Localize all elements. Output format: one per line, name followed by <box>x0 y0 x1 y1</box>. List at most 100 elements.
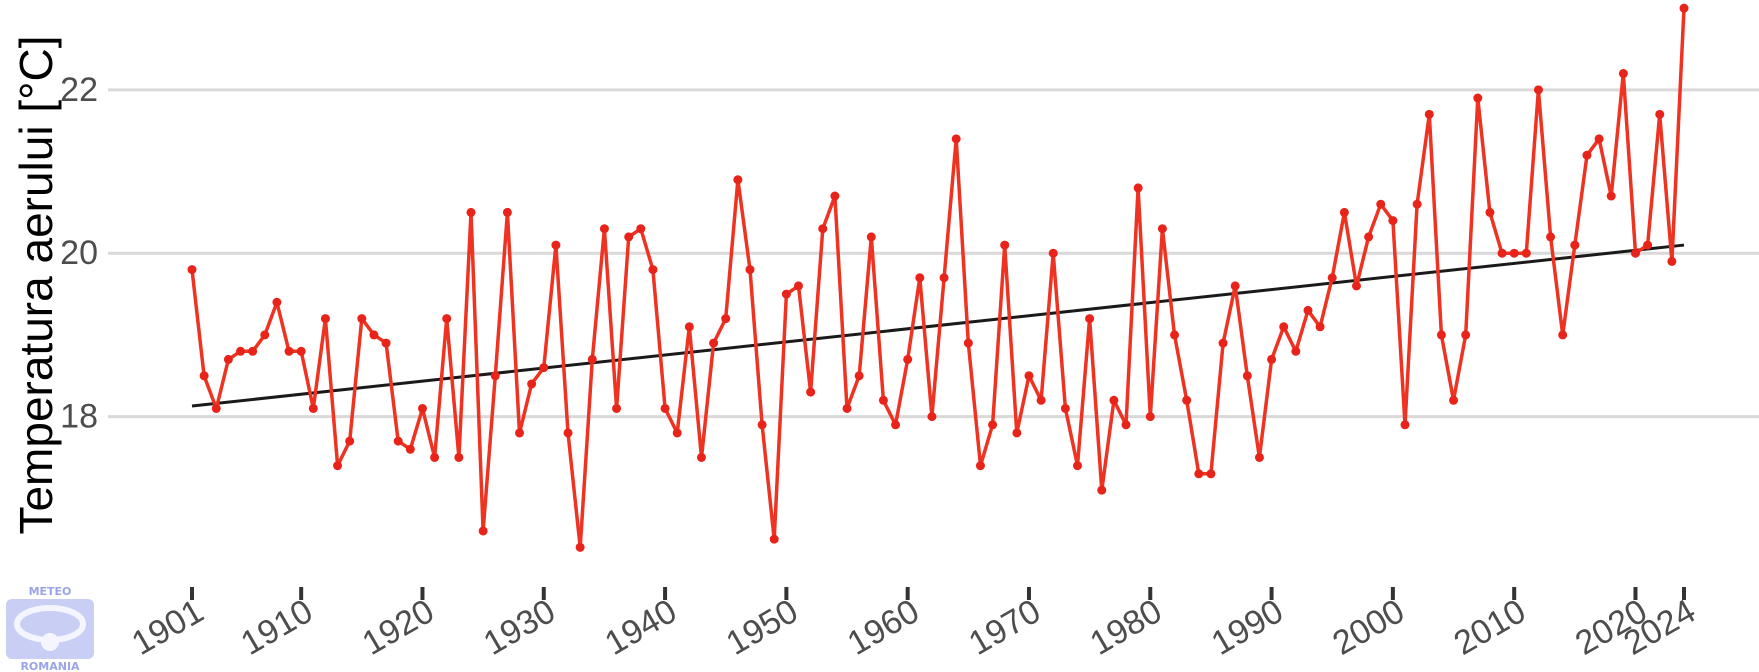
data-point-2024 <box>1679 3 1689 13</box>
data-point-1972 <box>1048 248 1058 258</box>
data-point-1964 <box>951 134 961 144</box>
logo-bottom-text: ROMANIA <box>20 660 80 672</box>
data-point-1935 <box>599 224 609 234</box>
data-point-1988 <box>1242 371 1252 381</box>
data-point-1997 <box>1351 281 1361 291</box>
x-tick-label-2000: 2000 <box>1326 592 1411 663</box>
data-point-1984 <box>1194 469 1204 479</box>
data-point-1993 <box>1303 305 1313 315</box>
x-tick-label-1990: 1990 <box>1205 592 1290 663</box>
data-point-2023 <box>1667 256 1677 266</box>
y-tick-label-20: 20 <box>60 234 98 272</box>
x-tick-label-1960: 1960 <box>841 592 926 663</box>
x-tick-label-1901: 1901 <box>125 592 210 663</box>
data-point-1947 <box>745 265 755 275</box>
data-point-1941 <box>672 428 682 438</box>
data-point-1950 <box>781 289 791 299</box>
data-point-1918 <box>393 436 403 446</box>
data-point-2002 <box>1412 199 1422 209</box>
data-point-1983 <box>1182 395 1192 405</box>
data-point-1962 <box>927 412 937 422</box>
data-point-1928 <box>515 428 525 438</box>
x-tick-label-1940: 1940 <box>599 592 684 663</box>
x-tick-label-2010: 2010 <box>1448 592 1533 663</box>
data-point-1921 <box>430 452 440 462</box>
temperature-series-line <box>190 8 1686 550</box>
data-point-2010 <box>1509 248 1519 258</box>
x-axis: 1901 1910 1920 1930 1940 1950 1960 1970 1980 1990… <box>125 587 1702 663</box>
data-point-1978 <box>1121 420 1131 430</box>
logo-top-text: METEO <box>29 585 72 598</box>
data-point-1938 <box>636 224 646 234</box>
data-point-1934 <box>587 354 597 364</box>
data-point-1974 <box>1072 461 1082 471</box>
data-point-2013 <box>1546 232 1556 242</box>
data-point-1905 <box>236 346 246 356</box>
data-point-2005 <box>1449 395 1459 405</box>
data-point-1985 <box>1206 469 1216 479</box>
temperature-points <box>187 3 1689 552</box>
y-tick-label-22: 22 <box>60 71 98 109</box>
data-point-1925 <box>478 526 488 536</box>
data-point-1963 <box>939 273 949 283</box>
data-point-1919 <box>405 444 415 454</box>
data-point-1946 <box>733 175 743 185</box>
data-point-1973 <box>1060 403 1070 413</box>
data-point-2020 <box>1630 248 1640 258</box>
data-point-1991 <box>1279 322 1289 332</box>
data-point-1940 <box>660 403 670 413</box>
data-point-1967 <box>988 420 998 430</box>
data-point-1959 <box>891 420 901 430</box>
data-point-2014 <box>1558 330 1568 340</box>
data-point-1998 <box>1364 232 1374 242</box>
data-point-2019 <box>1618 69 1628 79</box>
data-point-1910 <box>296 346 306 356</box>
x-tick-label-1930: 1930 <box>477 592 562 663</box>
data-point-1949 <box>769 534 779 544</box>
data-point-1966 <box>975 461 985 471</box>
data-point-1917 <box>381 338 391 348</box>
data-point-1975 <box>1085 314 1095 324</box>
data-point-1954 <box>830 191 840 201</box>
data-point-1961 <box>915 273 925 283</box>
x-tick-label-1950: 1950 <box>720 592 805 663</box>
data-point-1953 <box>818 224 828 234</box>
data-point-1958 <box>878 395 888 405</box>
data-point-1908 <box>272 297 282 307</box>
trend-line <box>191 243 1685 408</box>
data-point-1913 <box>333 461 343 471</box>
data-point-1955 <box>842 403 852 413</box>
data-point-1971 <box>1036 395 1046 405</box>
data-point-1931 <box>551 240 561 250</box>
data-point-2015 <box>1570 240 1580 250</box>
data-point-1995 <box>1327 273 1337 283</box>
y-axis-label: Temperatura aerului [°C] <box>10 35 62 534</box>
data-point-1907 <box>260 330 270 340</box>
data-point-1965 <box>963 338 973 348</box>
logo-sun-icon <box>41 633 59 651</box>
y-tick-label-18: 18 <box>60 398 98 436</box>
data-point-1948 <box>757 420 767 430</box>
data-point-1986 <box>1218 338 1228 348</box>
data-point-1969 <box>1012 428 1022 438</box>
data-point-2006 <box>1461 330 1471 340</box>
data-point-1939 <box>648 265 658 275</box>
data-point-1911 <box>308 403 318 413</box>
x-tick-label-1920: 1920 <box>356 592 441 663</box>
data-point-1942 <box>684 322 694 332</box>
data-point-1916 <box>369 330 379 340</box>
data-point-1999 <box>1376 199 1386 209</box>
data-point-1930 <box>539 363 549 373</box>
data-point-1903 <box>211 403 221 413</box>
data-point-1926 <box>490 371 500 381</box>
data-point-1981 <box>1157 224 1167 234</box>
data-point-1957 <box>866 232 876 242</box>
data-point-1937 <box>624 232 634 242</box>
data-point-2011 <box>1521 248 1531 258</box>
data-point-1982 <box>1170 330 1180 340</box>
data-point-1902 <box>199 371 209 381</box>
data-point-1987 <box>1230 281 1240 291</box>
data-point-1980 <box>1145 412 1155 422</box>
data-point-2003 <box>1424 109 1434 119</box>
data-point-1977 <box>1109 395 1119 405</box>
